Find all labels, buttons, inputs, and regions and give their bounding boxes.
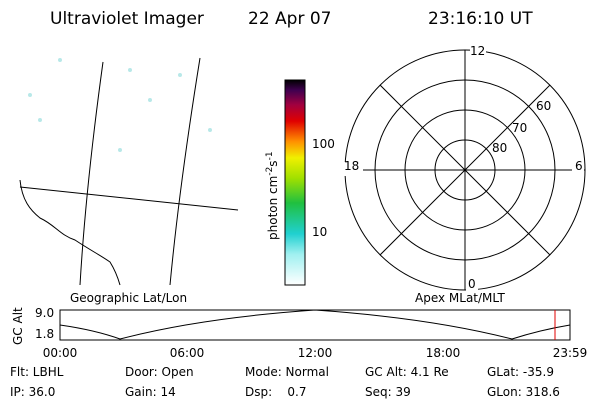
mlat-label: 70 [512,121,527,135]
info-field: IP: 36.0 [10,385,55,399]
info-field: GC Alt: 4.1 Re [365,365,449,379]
mlat-label: 80 [492,141,507,155]
timeline-axis-label: GC Alt [11,307,25,345]
altitude-curve [59,309,571,340]
date: 22 Apr 07 [248,9,331,29]
x-tick-label: 06:00 [170,346,205,360]
mlt-label: 18 [344,159,359,173]
info-field: Door: Open [125,365,194,379]
colorbar-tick: 100 [312,137,335,151]
mlt-label: 0 [468,277,476,291]
info-field: GLat: -35.9 [487,365,554,379]
colorbar-label: photon cm-2s-1 [265,151,280,240]
info-field: Gain: 14 [125,385,176,399]
info-panel: Flt: LBHL Door: Open Mode: Normal GC Alt: 4… [10,365,560,399]
colorbar-tick: 10 [312,225,327,239]
x-tick-label: 18:00 [426,346,461,360]
info-field: Dsp: 0.7 [245,385,307,399]
timeline-box [59,309,571,341]
y-tick-label: 9.0 [35,306,54,320]
x-tick-label: 12:00 [298,346,333,360]
mlat-label: 60 [536,99,551,113]
mlt-label: 12 [470,44,485,58]
image [19,57,239,286]
info-field: Seq: 39 [365,385,411,399]
title: Ultraviolet Imager [50,9,204,29]
colorbar [284,79,306,286]
mlt-label: 6 [575,159,583,173]
info-field: Flt: LBHL [10,365,64,379]
time: 23:16:10 UT [428,9,533,29]
x-tick-label: 23:59 [553,346,588,360]
polar-label: Apex MLat/MLT [415,291,505,305]
polar-grid [344,49,586,291]
image-label: Geographic Lat/Lon [70,291,187,305]
info-field: Mode: Normal [245,365,329,379]
x-tick-label: 00:00 [43,346,78,360]
y-tick-label: 1.8 [35,327,54,341]
info-field: GLon: 318.6 [487,385,560,399]
